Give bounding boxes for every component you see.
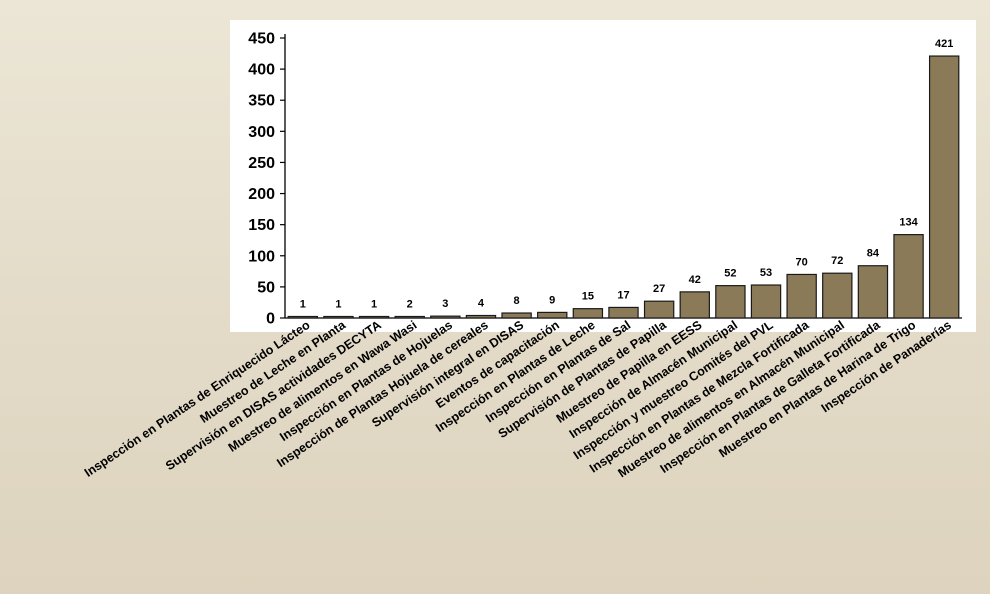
data-label: 1 bbox=[300, 299, 306, 311]
bar bbox=[394, 315, 425, 319]
bar bbox=[715, 285, 746, 319]
data-label: 52 bbox=[724, 268, 736, 280]
bar bbox=[358, 315, 390, 319]
bar bbox=[572, 308, 604, 319]
data-label: 2 bbox=[407, 299, 413, 311]
bar bbox=[608, 306, 639, 319]
data-label: 42 bbox=[689, 274, 701, 286]
bar bbox=[928, 55, 960, 319]
bar bbox=[287, 315, 319, 319]
bar bbox=[786, 273, 817, 319]
data-label: 421 bbox=[935, 38, 953, 50]
data-label: 4 bbox=[478, 298, 485, 310]
y-tick-label: 200 bbox=[248, 186, 275, 203]
bar bbox=[893, 234, 924, 319]
data-label: 53 bbox=[760, 267, 772, 279]
data-label: 84 bbox=[867, 248, 880, 260]
bar bbox=[537, 311, 568, 319]
y-tick-label: 300 bbox=[248, 124, 275, 141]
y-tick-label: 0 bbox=[266, 311, 275, 328]
y-tick-label: 400 bbox=[248, 62, 275, 79]
data-label: 1 bbox=[371, 299, 377, 311]
data-label: 15 bbox=[582, 291, 594, 303]
y-tick-label: 250 bbox=[248, 155, 275, 172]
bar bbox=[822, 272, 853, 319]
data-labels: 1 1 1 2 3 4 8 9 15 17 27 42 52 53 70 72 84 134 421 bbox=[300, 38, 954, 310]
y-tick-label: 350 bbox=[248, 93, 275, 110]
data-label: 9 bbox=[549, 294, 555, 306]
data-label: 70 bbox=[796, 256, 808, 268]
y-tick-label: 150 bbox=[248, 217, 275, 234]
bar bbox=[465, 314, 497, 319]
y-tick-label: 100 bbox=[248, 248, 275, 265]
bar bbox=[323, 315, 354, 319]
x-tick-labels: Inspección en Plantas de Enriquecido Lác… bbox=[82, 317, 954, 480]
y-tick-label: 50 bbox=[257, 279, 275, 296]
bar bbox=[643, 300, 675, 319]
data-label: 3 bbox=[442, 298, 448, 310]
bar bbox=[679, 291, 710, 319]
data-label: 17 bbox=[617, 289, 629, 301]
data-label: 8 bbox=[514, 295, 520, 307]
data-label: 1 bbox=[335, 299, 341, 311]
bar bbox=[430, 315, 461, 319]
y-tick-label: 450 bbox=[248, 31, 275, 48]
data-label: 72 bbox=[831, 255, 843, 267]
data-label: 134 bbox=[899, 217, 918, 229]
bars bbox=[287, 55, 960, 319]
bar bbox=[501, 312, 532, 319]
bar bbox=[750, 284, 782, 319]
y-axis: 0 50 100 150 200 250 300 350 400 450 bbox=[248, 31, 962, 328]
bar bbox=[857, 265, 889, 319]
data-label: 27 bbox=[653, 283, 665, 295]
